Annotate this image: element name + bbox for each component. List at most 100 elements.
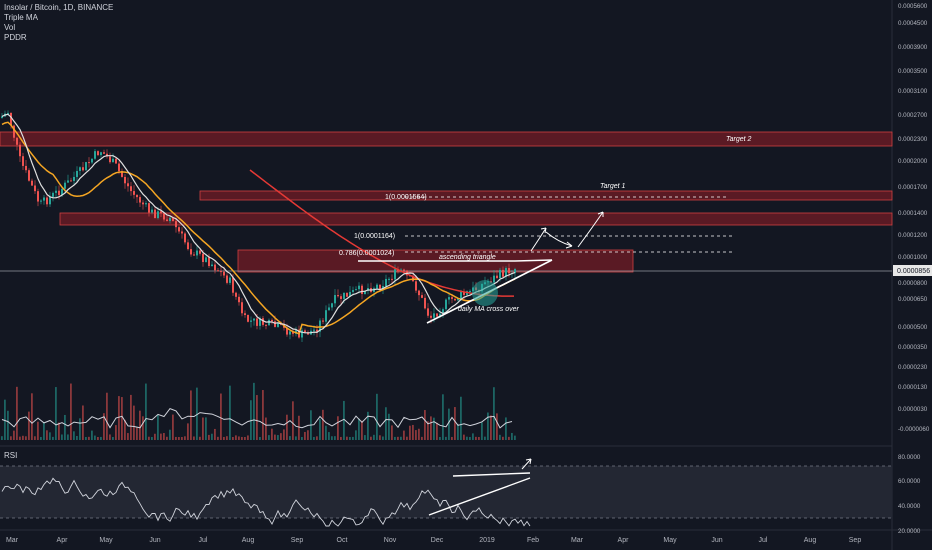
candle-body: [451, 297, 453, 299]
candle-body: [175, 221, 177, 228]
volume-bar: [58, 422, 60, 440]
candle-body: [226, 275, 228, 283]
candle-body: [187, 242, 189, 250]
volume-bar: [55, 387, 57, 440]
candle-body: [151, 209, 153, 213]
volume-bar: [484, 436, 486, 440]
volume-bar: [52, 436, 54, 440]
rsi-line: [1, 477, 531, 527]
volume-bar: [415, 430, 417, 440]
indicator-pddr[interactable]: PDDR: [4, 33, 27, 42]
candle-body: [184, 233, 186, 243]
volume-bar: [514, 435, 516, 440]
indicator-vol[interactable]: Vol: [4, 23, 16, 32]
candle-body: [334, 295, 336, 304]
volume-bar: [49, 432, 51, 440]
time-tick-label: Mar: [6, 537, 19, 544]
candle-body: [142, 202, 144, 205]
candle-body: [448, 297, 450, 300]
rsi-tick-label: 60.0000: [898, 478, 921, 485]
volume-bar: [409, 425, 411, 440]
volume-bar: [508, 436, 510, 440]
triangle-apex[interactable]: [514, 259, 553, 262]
volume-bar: [376, 393, 378, 440]
candle-body: [91, 158, 93, 163]
price-axis[interactable]: 0.0005600 0.0004500 0.0003900 0.0003500 0.00…: [898, 3, 930, 433]
volume-bar: [139, 410, 141, 440]
candle-body: [424, 297, 426, 309]
time-axis[interactable]: Mar Apr May Jun Jul Aug Sep Oct Nov Dec 2019 Feb Mar…: [6, 537, 861, 544]
candle-body: [232, 277, 234, 293]
current-price-badge: [893, 265, 932, 276]
volume-bar: [97, 437, 99, 440]
volume-bar: [433, 417, 435, 440]
rsi-tick-label: 40.0000: [898, 503, 921, 510]
candle-body: [100, 152, 102, 156]
symbol-title[interactable]: Insolar / Bitcoin, 1D, BINANCE: [4, 3, 114, 12]
volume-bar: [361, 420, 363, 440]
candle-body: [388, 278, 390, 280]
candle-body: [121, 171, 123, 177]
candle-body: [253, 318, 255, 321]
candle-body: [457, 298, 459, 301]
target-2-zone: [0, 131, 893, 147]
candle-body: [322, 320, 324, 322]
target-1-zone: [199, 190, 893, 201]
volume-bar: [271, 428, 273, 440]
candle-body: [202, 253, 204, 263]
candle-body: [394, 269, 396, 280]
candle-body: [295, 329, 297, 334]
volume-bar: [211, 433, 213, 440]
volume-bar: [328, 432, 330, 440]
candle-body: [493, 275, 495, 283]
rsi-arrowhead: [525, 458, 532, 465]
rsi-label[interactable]: RSI: [4, 451, 18, 460]
candle-body: [31, 180, 33, 186]
candle-body: [385, 278, 387, 287]
volume-bar: [262, 390, 264, 440]
price-tick-label: 0.0001400: [898, 210, 928, 217]
volume-bar: [76, 435, 78, 440]
time-tick-label: Apr: [618, 537, 630, 544]
volume-bar: [112, 436, 114, 440]
candle-body: [307, 332, 309, 335]
triangle-label: ascending triangle: [439, 254, 496, 261]
volume-bar: [106, 392, 108, 440]
volume-bar: [304, 431, 306, 440]
candle-body: [340, 296, 342, 299]
volume-bar: [463, 434, 465, 440]
candle-body: [223, 271, 225, 276]
rsi-band: [0, 466, 892, 518]
candle-body: [349, 291, 351, 297]
arrowhead-2: [565, 241, 573, 249]
volume-bar: [43, 422, 45, 440]
candle-body: [169, 217, 171, 222]
candle-body: [430, 315, 432, 318]
price-tick-label: -0.0000060: [898, 426, 930, 433]
time-tick-label: Nov: [384, 537, 397, 544]
volume-bar: [319, 418, 321, 440]
time-tick-label: Sep: [291, 537, 304, 544]
volume-bar: [487, 412, 489, 440]
volume-bar: [16, 386, 18, 440]
candle-body: [343, 292, 345, 299]
volume-bar: [199, 436, 201, 440]
rsi-axis[interactable]: 80.0000 60.0000 40.0000 20.0000: [898, 454, 921, 535]
candle-body: [382, 286, 384, 290]
price-tick-label: 0.0000800: [898, 280, 928, 287]
volume-bar: [115, 425, 117, 440]
candle-body: [124, 176, 126, 184]
volume-bar: [385, 407, 387, 440]
volume-bar: [499, 434, 501, 440]
candle-body: [352, 290, 354, 292]
time-tick-label: Feb: [527, 537, 539, 544]
candle-body: [319, 320, 321, 332]
candle-body: [415, 281, 417, 291]
indicator-triple-ma[interactable]: Triple MA: [4, 13, 38, 22]
candle-body: [289, 331, 291, 335]
candle-body: [55, 190, 57, 193]
rsi-resistance-line: [452, 472, 531, 477]
candle-body: [13, 125, 15, 138]
candle-body: [103, 152, 105, 154]
